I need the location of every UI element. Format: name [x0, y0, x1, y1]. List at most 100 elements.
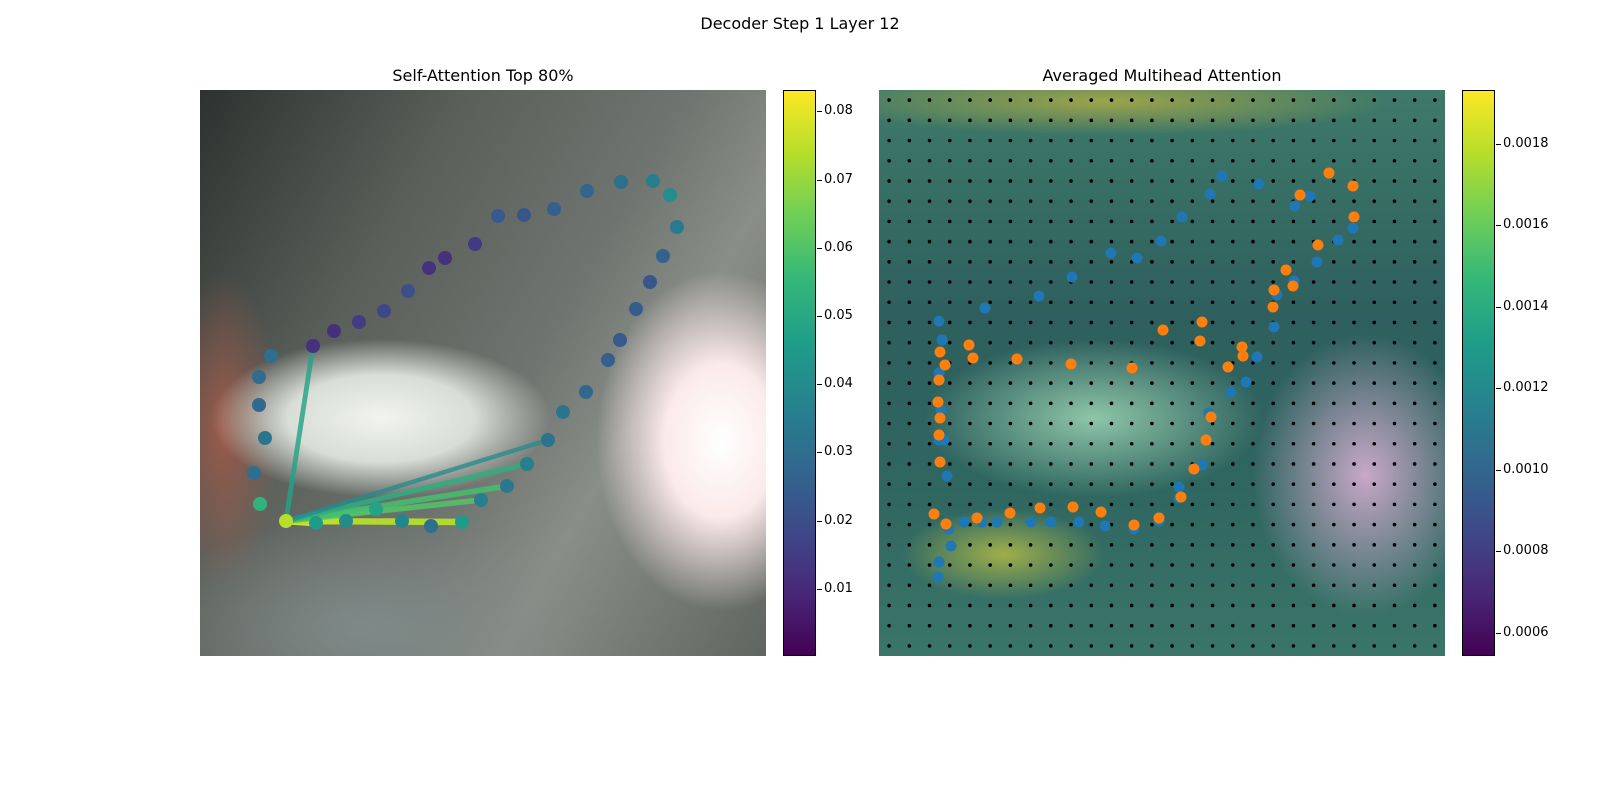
- grid-point: [1433, 603, 1437, 608]
- grid-point: [1412, 219, 1417, 224]
- attention-point: [253, 497, 267, 511]
- grid-point: [1069, 644, 1073, 648]
- grid-point: [1210, 340, 1215, 345]
- grid-point: [1190, 543, 1195, 547]
- grid-point: [1170, 401, 1174, 406]
- grid-point: [1028, 138, 1033, 143]
- grid-point: [1129, 300, 1134, 305]
- series-b-point: [1034, 502, 1046, 514]
- attention-point: [520, 457, 534, 471]
- grid-point: [1433, 179, 1437, 183]
- grid-point: [1412, 583, 1417, 588]
- grid-point: [1433, 239, 1437, 244]
- grid-point: [1372, 280, 1377, 284]
- grid-point: [968, 563, 972, 567]
- grid-point: [947, 502, 952, 507]
- grid-point: [1251, 199, 1255, 203]
- grid-point: [887, 401, 891, 406]
- grid-point: [887, 98, 891, 102]
- grid-point: [1210, 441, 1215, 446]
- grid-point: [947, 644, 952, 648]
- series-a-point: [1216, 170, 1228, 182]
- series-b-point: [1280, 264, 1292, 276]
- grid-point: [1352, 199, 1356, 203]
- grid-point: [1271, 441, 1275, 446]
- colorbar-tick-label: 0.0012: [1503, 380, 1549, 396]
- grid-point: [1190, 563, 1195, 567]
- grid-point: [1170, 280, 1174, 284]
- grid-point: [1069, 623, 1073, 628]
- grid-point: [988, 179, 992, 183]
- grid-point: [1008, 138, 1013, 143]
- grid-point: [1089, 502, 1094, 507]
- grid-point: [1008, 623, 1013, 628]
- grid-point: [1372, 482, 1377, 486]
- grid-point: [1271, 158, 1275, 163]
- grid-point: [1008, 644, 1013, 648]
- grid-point: [1008, 401, 1013, 406]
- grid-point: [1392, 280, 1397, 284]
- grid-point: [1109, 462, 1114, 466]
- grid-point: [1210, 522, 1215, 527]
- multihead-attention-heatmap-panel: [879, 90, 1445, 656]
- grid-point: [1291, 361, 1296, 365]
- grid-point: [1352, 138, 1356, 143]
- grid-point: [988, 421, 992, 426]
- grid-point: [1392, 98, 1397, 102]
- grid-point: [1372, 543, 1377, 547]
- grid-point: [1089, 361, 1094, 365]
- grid-point: [1332, 482, 1336, 486]
- grid-point: [1271, 179, 1275, 183]
- grid-point: [1271, 260, 1275, 264]
- grid-point: [1291, 543, 1296, 547]
- grid-point: [1028, 199, 1033, 203]
- grid-point: [1251, 361, 1255, 365]
- grid-point: [1008, 280, 1013, 284]
- grid-point: [1028, 280, 1033, 284]
- series-b-point: [933, 429, 945, 441]
- grid-point: [1170, 118, 1174, 123]
- grid-point: [1069, 522, 1073, 527]
- grid-point: [1433, 219, 1437, 224]
- series-a-point: [1332, 234, 1344, 246]
- grid-point: [1170, 260, 1174, 264]
- grid-point: [1089, 320, 1094, 325]
- grid-point: [1412, 118, 1417, 123]
- grid-point: [1049, 199, 1053, 203]
- series-b-point: [939, 359, 951, 371]
- series-b-point: [932, 396, 944, 408]
- grid-point: [1190, 421, 1195, 426]
- grid-point: [968, 179, 972, 183]
- grid-point: [1412, 260, 1417, 264]
- grid-point: [1170, 179, 1174, 183]
- colorbar-tick: [817, 179, 822, 181]
- grid-point: [968, 320, 972, 325]
- grid-point: [1311, 441, 1316, 446]
- grid-point: [1109, 199, 1114, 203]
- grid-point: [1190, 158, 1195, 163]
- grid-point: [1210, 219, 1215, 224]
- grid-point: [1311, 462, 1316, 466]
- grid-point: [1210, 583, 1215, 588]
- grid-point: [1008, 421, 1013, 426]
- grid-point: [1170, 138, 1174, 143]
- grid-point: [927, 260, 932, 264]
- grid-point: [887, 260, 891, 264]
- grid-point: [1109, 340, 1114, 345]
- grid-point: [1049, 340, 1053, 345]
- grid-point: [1352, 340, 1356, 345]
- grid-point: [1271, 421, 1275, 426]
- grid-point: [1129, 401, 1134, 406]
- grid-point: [1028, 401, 1033, 406]
- grid-point: [1311, 583, 1316, 588]
- grid-point: [1049, 361, 1053, 365]
- grid-point: [1069, 199, 1073, 203]
- grid-point: [1089, 179, 1094, 183]
- grid-point: [1089, 138, 1094, 143]
- grid-point: [1109, 280, 1114, 284]
- grid-point: [1049, 623, 1053, 628]
- grid-point: [1170, 623, 1174, 628]
- grid-point: [1271, 138, 1275, 143]
- grid-point: [1170, 199, 1174, 203]
- grid-point: [1332, 158, 1336, 163]
